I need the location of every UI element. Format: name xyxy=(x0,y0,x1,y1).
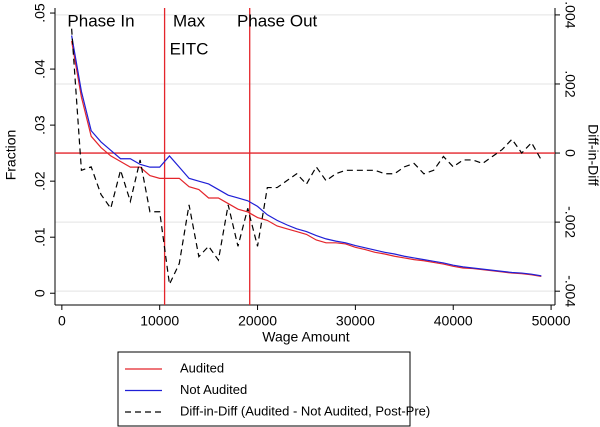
x-tick-label: 40000 xyxy=(434,313,473,329)
y-tick-label: .02 xyxy=(32,171,48,191)
phase-annotation: Phase In xyxy=(67,11,134,30)
y2-tick-label: .004 xyxy=(562,1,578,28)
y-tick-label: .01 xyxy=(32,227,48,247)
phase-annotation: Phase Out xyxy=(237,11,318,30)
legend-label: Audited xyxy=(180,360,224,375)
legend-box xyxy=(117,351,411,427)
y2-tick-label: -.004 xyxy=(562,275,578,307)
legend-label: Diff-in-Diff (Audited - Not Audited, Pos… xyxy=(180,403,430,418)
y-tick-label: 0 xyxy=(32,289,48,297)
x-tick-label: 50000 xyxy=(532,313,571,329)
y2-tick-label: .002 xyxy=(562,70,578,97)
y-tick-label: .04 xyxy=(32,59,48,79)
x-tick-label: 30000 xyxy=(336,313,375,329)
y-tick-label: .03 xyxy=(32,115,48,135)
phase-annotation: EITC xyxy=(170,39,209,58)
series-line xyxy=(71,35,542,277)
phase-annotation: Max xyxy=(173,11,206,30)
y2-axis-label: Diff-in-Diff xyxy=(585,124,600,186)
y-tick-label: .05 xyxy=(32,3,48,23)
y-axis-label: Fraction xyxy=(3,130,19,181)
x-tick-label: 20000 xyxy=(238,313,277,329)
series-line xyxy=(71,28,542,287)
x-tick-label: 0 xyxy=(58,313,66,329)
x-tick-label: 10000 xyxy=(140,313,179,329)
y2-tick-label: 0 xyxy=(562,149,578,157)
y2-tick-label: -.002 xyxy=(562,206,578,238)
series-line xyxy=(71,40,542,278)
legend-label: Not Audited xyxy=(180,382,247,397)
x-axis-label: Wage Amount xyxy=(262,329,350,345)
